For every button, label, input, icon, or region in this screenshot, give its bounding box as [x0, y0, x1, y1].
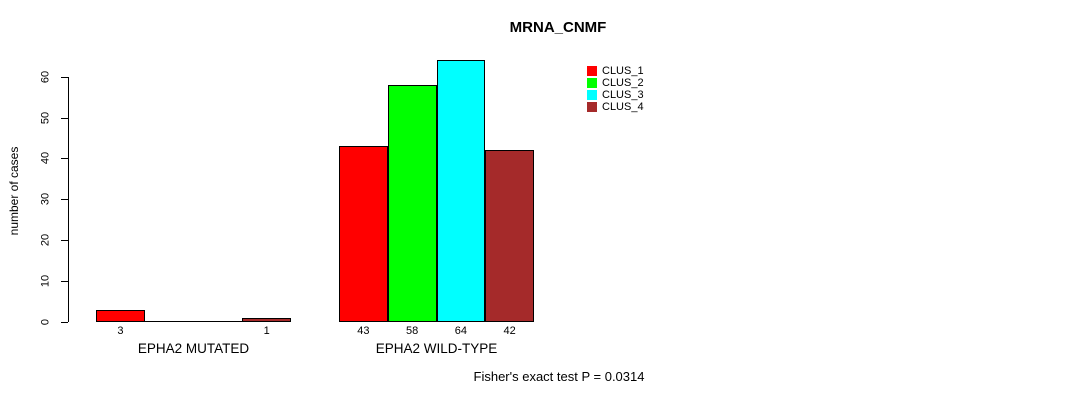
y-axis-tick: [61, 240, 68, 242]
y-axis-tick: [61, 117, 68, 119]
legend-label: CLUS_3: [602, 89, 644, 101]
y-axis-tick: [61, 322, 68, 323]
y-axis-tick: [61, 199, 68, 201]
y-tick-label: 60: [39, 70, 52, 83]
y-tick-label: 40: [39, 152, 52, 165]
bar-value-label: 64: [454, 325, 467, 337]
legend-item: CLUS_2: [587, 77, 644, 89]
bar-value-label: 3: [117, 325, 124, 337]
y-tick-label: 50: [39, 111, 52, 124]
legend: CLUS_1 CLUS_2 CLUS_3 CLUS_4: [587, 66, 644, 114]
group-label: EPHA2 WILD-TYPE: [375, 341, 498, 356]
bar-value-label: 1: [263, 325, 270, 337]
bar-value-label: 43: [357, 325, 370, 337]
legend-swatch-icon: [587, 66, 597, 76]
legend-label: CLUS_1: [602, 65, 644, 77]
bar: [436, 60, 486, 322]
legend-item: CLUS_4: [587, 101, 644, 113]
chart-title: MRNA_CNMF: [509, 19, 607, 36]
group-label: EPHA2 MUTATED: [137, 341, 250, 356]
legend-item: CLUS_1: [587, 65, 644, 77]
bar-zero: [193, 321, 243, 322]
bar: [242, 317, 291, 322]
bar-value-label: 42: [503, 325, 516, 337]
y-tick-label: 30: [39, 193, 52, 206]
footnote-text: Fisher's exact test P = 0.0314: [473, 369, 645, 384]
bar: [96, 309, 145, 322]
y-axis-line: [68, 76, 69, 322]
bar: [387, 84, 437, 322]
bar-value-label: 58: [406, 325, 419, 337]
plot-area: 0 10 20 30 40 50 60 3 1 EPHA2 MUTATED 43 58 64 42 EPHA…: [39, 60, 534, 356]
bar: [339, 146, 388, 322]
y-axis-tick: [61, 158, 68, 160]
bar-zero: [144, 321, 194, 322]
y-tick-label: 10: [39, 274, 52, 288]
y-axis-title: number of cases: [7, 146, 21, 236]
bar: [485, 150, 534, 322]
legend-swatch-icon: [587, 102, 597, 112]
legend-label: CLUS_4: [602, 101, 644, 113]
legend-swatch-icon: [587, 78, 597, 88]
legend-label: CLUS_2: [602, 77, 644, 89]
y-tick-label: 0: [39, 318, 52, 326]
y-axis-tick: [61, 76, 68, 78]
y-tick-label: 20: [39, 234, 52, 247]
y-axis-tick: [61, 281, 68, 283]
legend-item: CLUS_3: [587, 89, 644, 101]
legend-swatch-icon: [587, 90, 597, 100]
